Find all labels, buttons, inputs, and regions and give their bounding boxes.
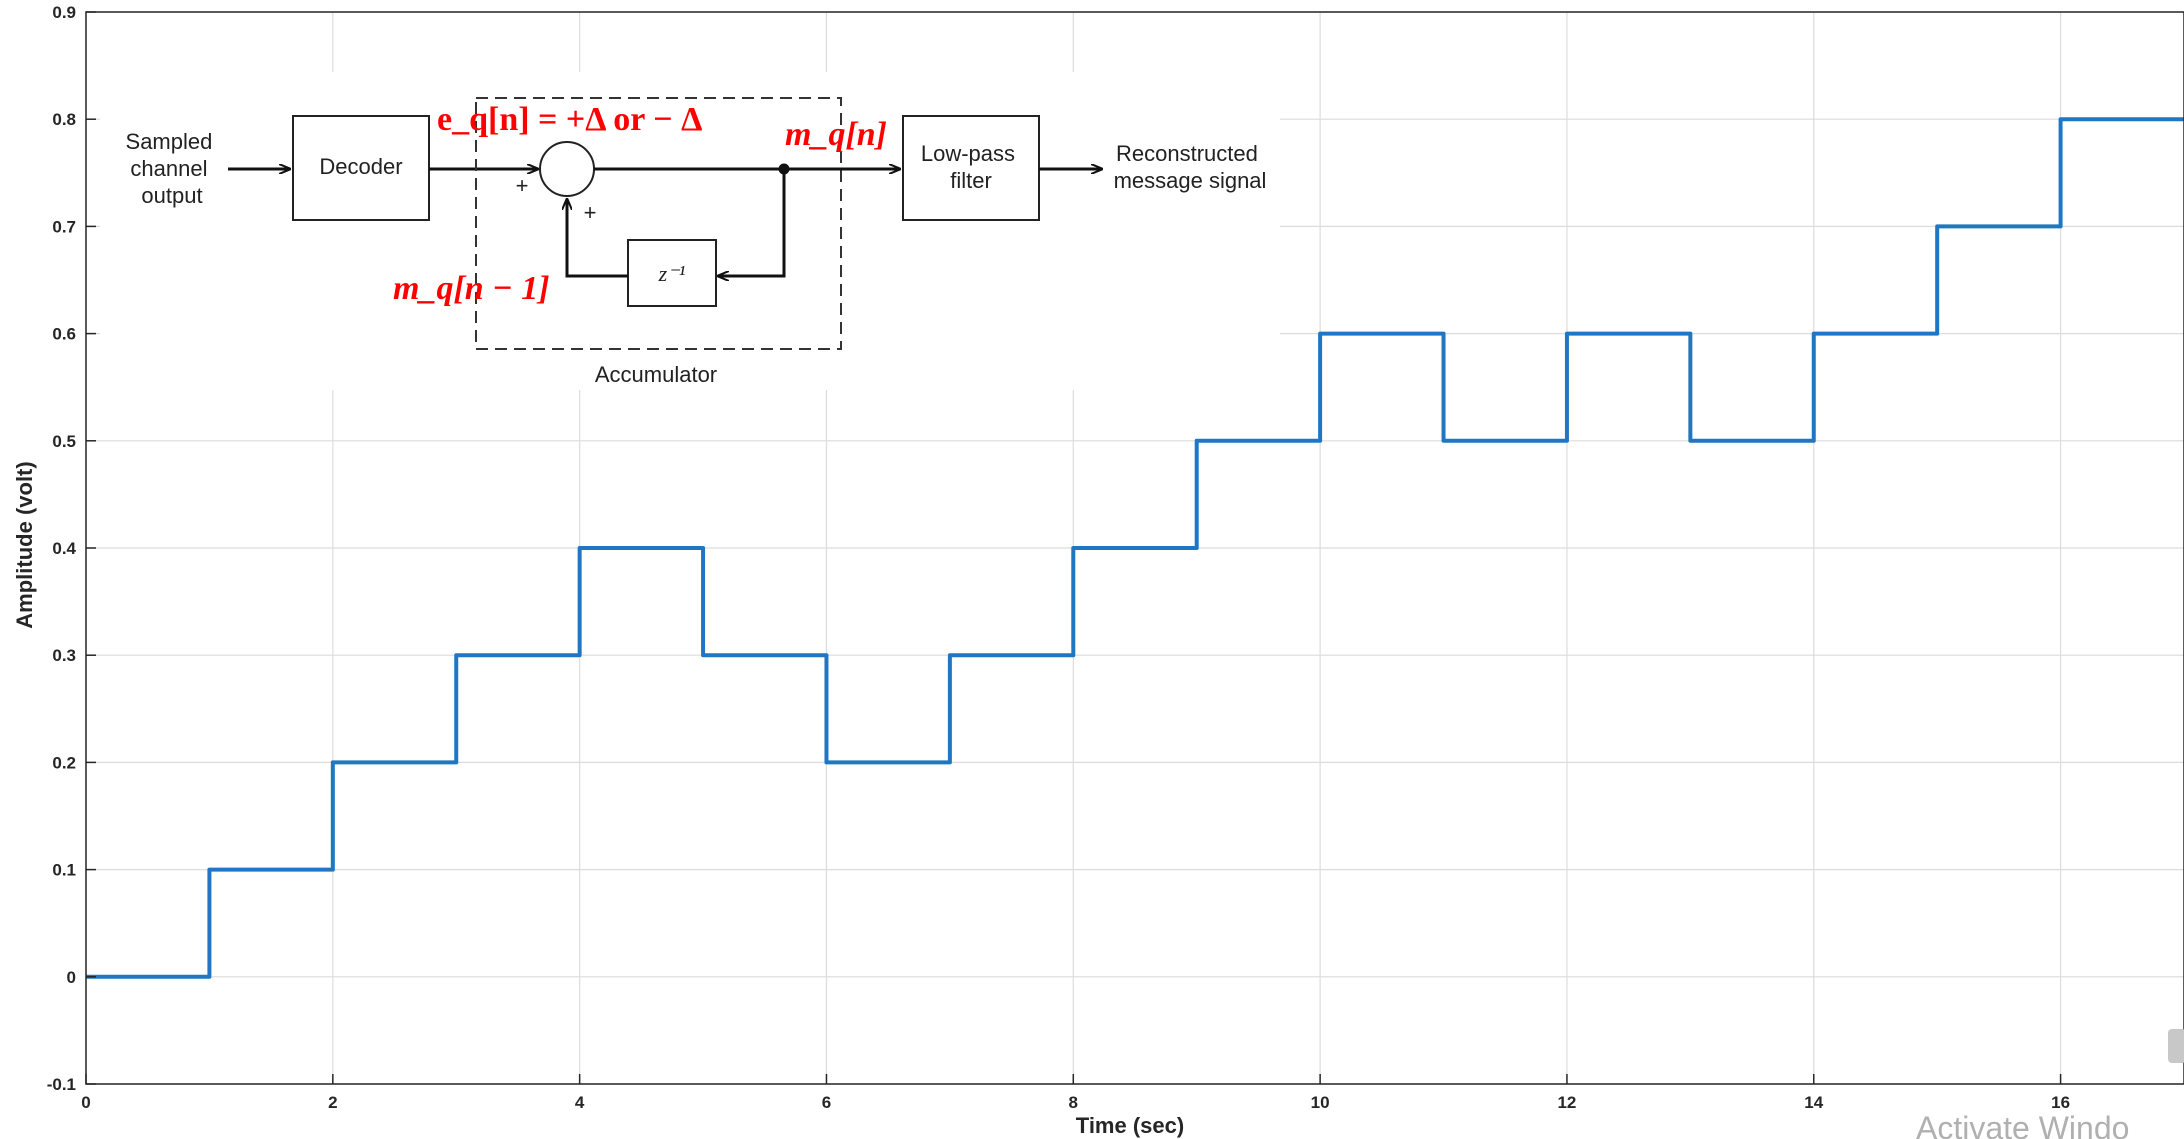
y-tick-label: 0.9 xyxy=(52,3,76,22)
plus-sign-bottom: + xyxy=(584,200,597,225)
summing-junction xyxy=(539,141,595,197)
input-label: Sampled channel output xyxy=(126,129,219,208)
plus-sign-left: + xyxy=(516,173,529,198)
x-tick-label: 14 xyxy=(1804,1093,1823,1112)
watermark-text: Activate Windo xyxy=(1916,1110,2129,1139)
feedback-mq-label: m_q[n − 1] xyxy=(393,270,550,307)
x-tick-label: 4 xyxy=(575,1093,585,1112)
x-tick-label: 10 xyxy=(1311,1093,1330,1112)
y-tick-label: 0.6 xyxy=(52,325,76,344)
x-tick-label: 0 xyxy=(81,1093,90,1112)
y-tick-label: 0.7 xyxy=(52,217,76,236)
delay-block xyxy=(627,239,717,307)
x-tick-label: 16 xyxy=(2051,1093,2070,1112)
y-tick-label: 0.4 xyxy=(52,539,76,558)
y-tick-label: 0.3 xyxy=(52,646,76,665)
x-tick-label: 6 xyxy=(822,1093,831,1112)
y-tick-label: -0.1 xyxy=(47,1075,76,1094)
feedback-path-left xyxy=(567,199,628,278)
tick-labels: 0 2 4 6 8 10 12 14 16 -0.1 0 0.1 0.2 0.3 0.4 0.5 0.6 0.7 0… xyxy=(47,3,2070,1112)
decoder-block-diagram: Sampled channel output Decoder + + z⁻¹ L… xyxy=(100,72,1280,390)
x-tick-label: 8 xyxy=(1069,1093,1078,1112)
delay-label: z⁻¹ xyxy=(658,261,686,286)
y-axis-label: Amplitude (volt) xyxy=(12,461,37,628)
y-tick-label: 0.1 xyxy=(52,861,76,880)
step-series-line xyxy=(86,117,2184,979)
lowpass-filter-label: Low-pass filter xyxy=(921,141,1021,193)
x-tick-label: 12 xyxy=(1557,1093,1576,1112)
x-tick-label: 2 xyxy=(328,1093,337,1112)
lowpass-filter-block xyxy=(902,115,1040,221)
output-mq-label: m_q[n] xyxy=(785,116,887,153)
scroll-handle[interactable] xyxy=(2168,1029,2184,1063)
feedback-path-right xyxy=(718,169,786,276)
y-tick-label: 0.5 xyxy=(52,432,76,451)
y-tick-label: 0.8 xyxy=(52,110,76,129)
decoder-block xyxy=(292,115,430,221)
decoder-label: Decoder xyxy=(319,154,402,179)
accumulator-label: Accumulator xyxy=(595,362,717,387)
output-signal-label: Reconstructed message signal xyxy=(1114,141,1267,193)
y-tick-label: 0 xyxy=(67,968,76,987)
x-axis-label: Time (sec) xyxy=(1076,1113,1184,1138)
y-tick-label: 0.2 xyxy=(52,753,76,772)
error-signal-label: e_q[n] = +Δ or − Δ xyxy=(437,101,702,138)
series-group xyxy=(86,117,2184,979)
accumulator-box xyxy=(475,97,842,350)
